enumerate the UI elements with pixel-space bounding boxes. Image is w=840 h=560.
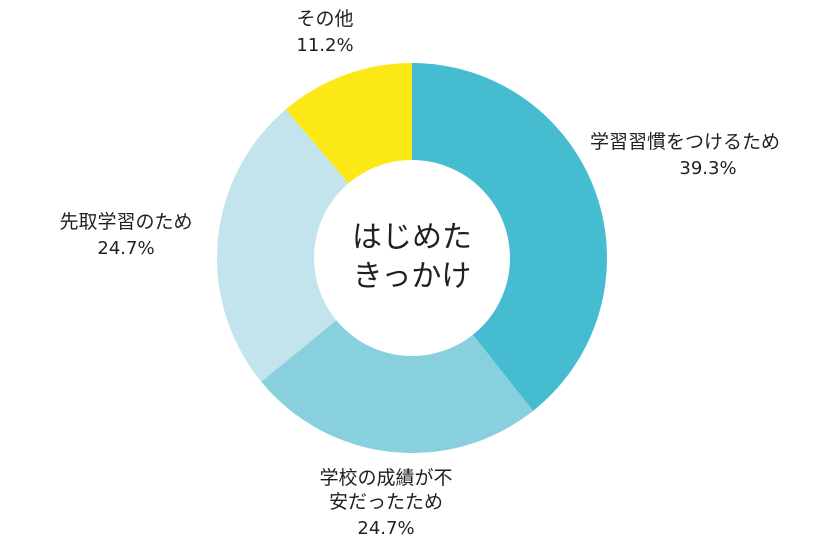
slice-value-0: 39.3% bbox=[679, 158, 736, 179]
center-label-line-2: きっかけ bbox=[353, 259, 472, 294]
donut-hole bbox=[314, 160, 510, 356]
slice-label-2-line-0: 先取学習のため bbox=[59, 211, 192, 233]
slice-value-1: 24.7% bbox=[357, 518, 414, 539]
donut-slice-2 bbox=[216, 109, 412, 382]
donut-slice-1 bbox=[261, 258, 534, 454]
slice-value-2: 24.7% bbox=[97, 238, 154, 259]
slice-label-3-line-0: その他 bbox=[296, 8, 353, 30]
slice-label-0-line-0: 学習習慣をつけるため bbox=[590, 131, 780, 153]
donut-slice-0 bbox=[412, 63, 608, 411]
slice-label-1-line-0: 学校の成績が不 bbox=[319, 467, 452, 489]
center-label-line-1: はじめた bbox=[352, 220, 472, 255]
slice-label-1-line-1: 安だったため bbox=[329, 491, 443, 513]
slice-value-3: 11.2% bbox=[296, 35, 353, 56]
